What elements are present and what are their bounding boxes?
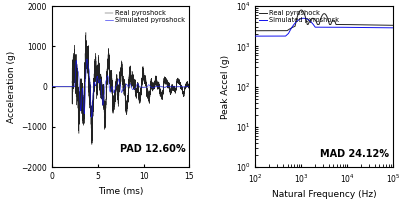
Y-axis label: Acceleration (g): Acceleration (g) [7, 51, 16, 123]
X-axis label: Natural Frequency (Hz): Natural Frequency (Hz) [272, 190, 377, 199]
Legend: Real pyroshock, Simulated pyroshock: Real pyroshock, Simulated pyroshock [259, 9, 340, 24]
Text: PAD 12.60%: PAD 12.60% [120, 144, 185, 154]
X-axis label: Time (ms): Time (ms) [98, 187, 143, 196]
Y-axis label: Peak Accel (g): Peak Accel (g) [221, 55, 230, 119]
Text: MAD 24.12%: MAD 24.12% [320, 149, 389, 159]
Legend: Real pyroshock, Simulated pyroshock: Real pyroshock, Simulated pyroshock [105, 9, 186, 24]
